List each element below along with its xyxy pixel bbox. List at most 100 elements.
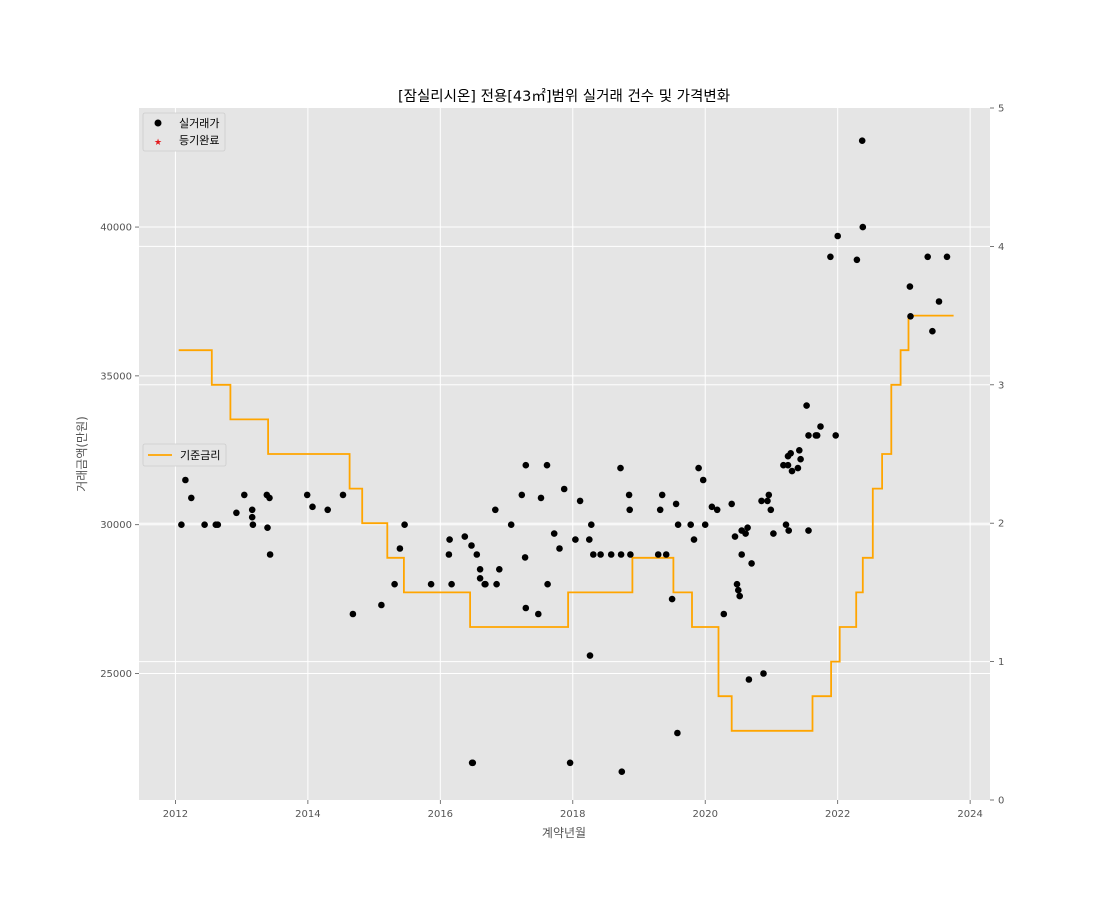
transaction-point (576, 497, 584, 505)
transaction-point (537, 494, 545, 502)
transaction-point (748, 560, 755, 567)
transaction-point (780, 461, 787, 469)
transaction-point (674, 729, 681, 737)
chart-title: [잠실리시온] 전용[43㎡]범위 실거래 건수 및 가격변화 (398, 88, 730, 105)
transaction-point (805, 527, 812, 534)
transaction-point (493, 580, 500, 588)
transaction-point (468, 542, 475, 549)
transaction-point (391, 580, 398, 588)
rate-series (178, 314, 954, 732)
transaction-point (929, 327, 936, 335)
transaction-point (803, 402, 810, 409)
transaction-point (266, 494, 273, 502)
transaction-point (858, 137, 866, 144)
y2-tick-label: 2 (998, 519, 1004, 530)
plot-panel (139, 108, 990, 800)
transaction-point (349, 610, 357, 618)
transaction-point (448, 580, 455, 588)
y2-tick-label: 3 (998, 380, 1004, 391)
transaction-point (794, 464, 802, 472)
transaction-point (796, 447, 803, 454)
transaction-point (784, 461, 792, 469)
y-tick-label: 40000 (100, 223, 132, 234)
y-axis-label: 거래금액(만원) (75, 416, 89, 492)
transaction-point (617, 464, 624, 472)
transaction-point (742, 530, 749, 537)
y2-tick-label: 5 (998, 104, 1004, 115)
transaction-point (738, 551, 745, 558)
transaction-point (736, 592, 743, 600)
transaction-point (241, 491, 248, 499)
legend-rate-frame (142, 443, 227, 467)
transaction-point (713, 506, 721, 514)
transaction-point (735, 586, 742, 594)
transaction-point (535, 610, 542, 618)
transaction-point (249, 521, 257, 528)
transaction-point (708, 503, 716, 511)
transaction-point (264, 524, 271, 531)
transaction-point (492, 506, 499, 514)
transaction-point (674, 521, 682, 528)
transaction-point (767, 506, 775, 514)
transaction-point (764, 497, 771, 505)
transaction-point (476, 575, 484, 582)
x-tick-label: 2014 (295, 809, 320, 820)
transaction-point (427, 580, 435, 588)
x-axis-label: 계약년월 (542, 825, 586, 840)
transaction-point (832, 432, 839, 439)
transaction-point (817, 423, 824, 430)
transaction-point (627, 551, 634, 558)
transaction-point (758, 497, 765, 505)
transaction-point (309, 503, 316, 511)
transaction-point (744, 524, 751, 531)
transaction-point (445, 551, 453, 558)
transaction-point (782, 521, 790, 528)
transaction-point (496, 566, 503, 573)
transaction-point (813, 432, 821, 439)
legend-marker-registered: ★ (154, 138, 162, 148)
transaction-point (266, 551, 274, 558)
transaction-point (625, 491, 633, 499)
transaction-point (770, 530, 777, 537)
transaction-point (935, 298, 943, 305)
transaction-point (924, 253, 931, 261)
transaction-point (597, 551, 604, 558)
transaction-point (378, 601, 385, 609)
legend-transactions-frame (142, 112, 226, 152)
transaction-points (178, 137, 951, 775)
transaction-point (518, 491, 526, 499)
transaction-point (618, 768, 626, 775)
transaction-point (720, 610, 728, 618)
transaction-point (339, 491, 347, 499)
rate-step-line (178, 314, 954, 732)
transaction-point (656, 506, 664, 514)
transaction-point (233, 509, 240, 517)
legend-transactions: 실거래가 ★ 등기완료 (142, 112, 226, 152)
transaction-point (214, 521, 222, 528)
legend-label-rate: 기준금리 (180, 449, 220, 462)
transaction-point (324, 506, 332, 514)
transaction-point (690, 536, 698, 543)
x-tick-label: 2024 (957, 809, 982, 820)
transaction-point (787, 450, 794, 457)
gridlines (139, 108, 990, 800)
transaction-point (396, 545, 404, 552)
transaction-point (805, 432, 812, 439)
y2-tick-label: 0 (998, 796, 1004, 807)
y-tick-label: 30000 (100, 520, 132, 531)
transaction-point (476, 566, 484, 573)
transaction-point (695, 464, 702, 472)
transaction-point (178, 521, 185, 528)
transaction-point (446, 536, 453, 543)
transaction-point (550, 530, 558, 537)
transaction-point (907, 313, 914, 320)
transaction-point (522, 604, 530, 612)
transaction-point (201, 521, 208, 528)
transaction-point (906, 283, 914, 290)
transaction-point (590, 551, 597, 558)
x-tick-label: 2012 (163, 809, 188, 820)
transaction-point (662, 551, 670, 558)
transaction-point (469, 759, 477, 767)
transaction-point (728, 500, 735, 508)
